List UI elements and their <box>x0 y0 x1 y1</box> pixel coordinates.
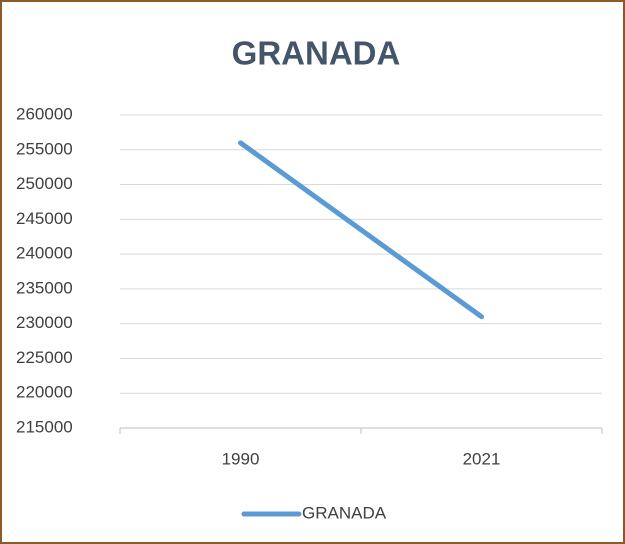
y-tick-label: 220000 <box>16 383 73 402</box>
y-tick-label: 245000 <box>16 209 73 228</box>
x-tick-label: 1990 <box>222 449 260 468</box>
chart-title: GRANADA <box>232 35 401 72</box>
data-line <box>238 140 484 320</box>
y-tick-label: 260000 <box>16 104 73 123</box>
y-tick-label: 215000 <box>16 417 73 436</box>
y-tick-label: 240000 <box>16 244 73 263</box>
x-tick-label: 2021 <box>463 449 501 468</box>
y-tick-label: 225000 <box>16 348 73 367</box>
y-tick-label: 230000 <box>16 313 73 332</box>
y-tick-label: 235000 <box>16 278 73 297</box>
y-tick-label: 250000 <box>16 174 73 193</box>
y-tick-label: 255000 <box>16 139 73 158</box>
legend-label: GRANADA <box>302 503 387 522</box>
